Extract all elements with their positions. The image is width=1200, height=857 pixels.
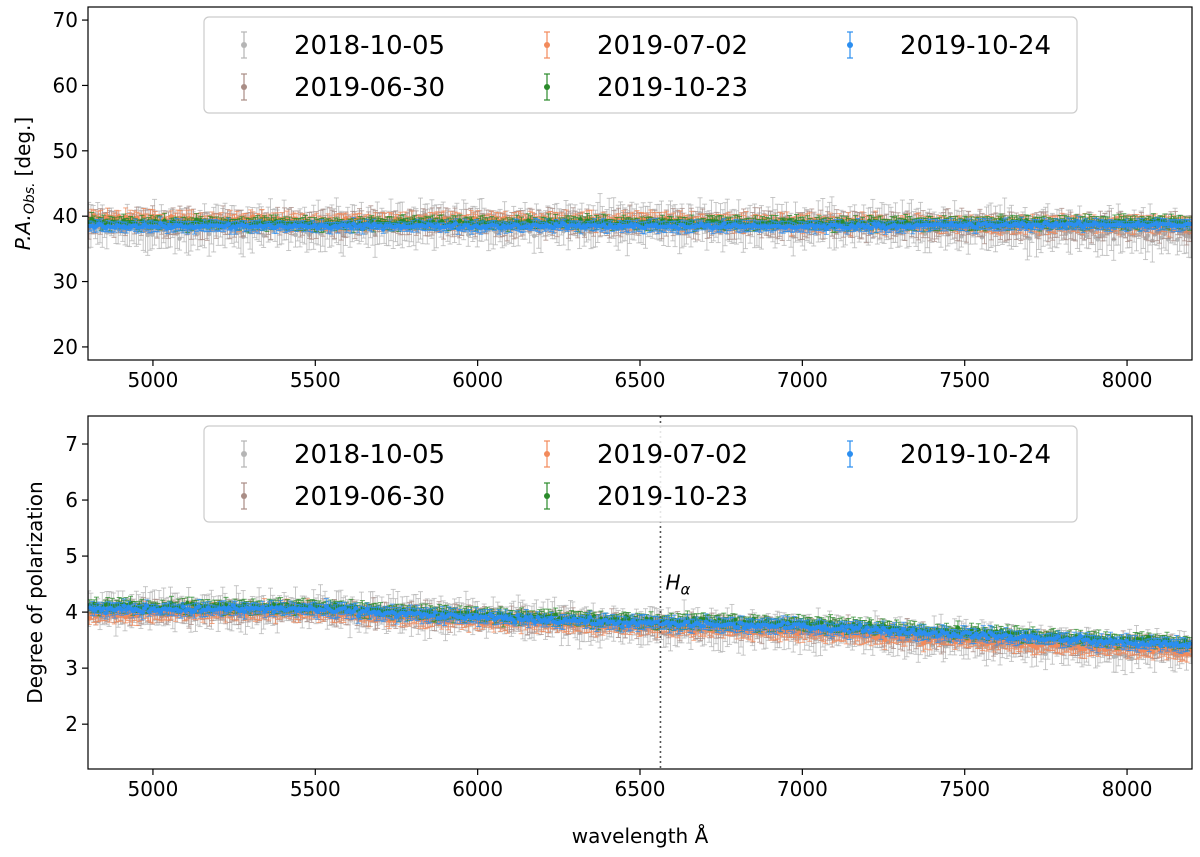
data-point xyxy=(531,233,537,239)
panel-position-angle: 5000 5500 6000 6500 7000 7500 8000203040506070… xyxy=(11,6,1193,392)
data-point xyxy=(1084,233,1089,239)
data-point xyxy=(1175,237,1180,242)
data-point xyxy=(195,231,200,236)
data-point xyxy=(206,231,212,237)
plot-area xyxy=(88,193,1192,263)
data-point xyxy=(150,232,155,237)
data-point xyxy=(922,231,928,237)
data-point xyxy=(466,232,471,237)
data-point xyxy=(145,232,150,238)
data-point xyxy=(293,232,298,238)
